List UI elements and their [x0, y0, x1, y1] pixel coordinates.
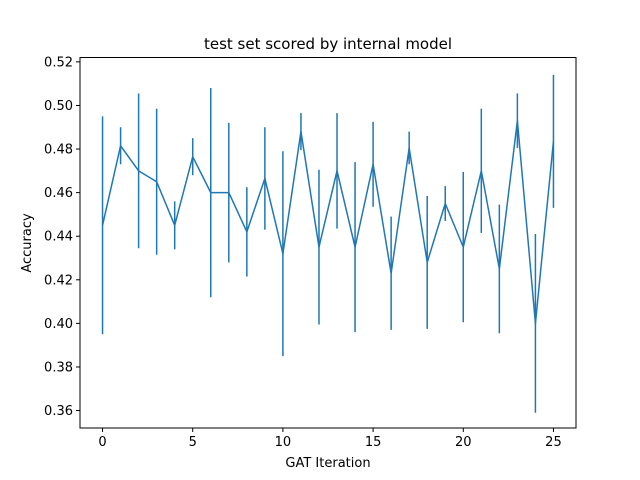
y-tick-label: 0.38	[44, 360, 73, 375]
series-line	[101, 119, 555, 325]
x-tick-label: 25	[545, 435, 562, 450]
plot-frame	[79, 57, 577, 429]
x-tick-label: 20	[455, 435, 472, 450]
x-tick-label: 0	[98, 435, 106, 450]
y-tick-label: 0.46	[44, 186, 73, 201]
y-tick-label: 0.50	[44, 99, 73, 114]
x-tick-label: 5	[189, 435, 197, 450]
y-axis-label: Accuracy	[20, 213, 35, 273]
x-tick-label: 10	[275, 435, 292, 450]
y-tick-label: 0.40	[44, 317, 73, 332]
y-axis-ticks: 0.36 0.38 0.40 0.42 0.44 0.46 0.48 0.50 0.52	[44, 55, 80, 419]
y-tick-label: 0.52	[44, 55, 73, 70]
x-axis-label: GAT Iteration	[285, 456, 370, 471]
y-tick-label: 0.36	[44, 404, 73, 419]
plot-marks	[101, 74, 555, 413]
y-tick-label: 0.42	[44, 273, 73, 288]
x-tick-label: 15	[365, 435, 382, 450]
chart-title: test set scored by internal model	[204, 35, 452, 53]
y-tick-label: 0.44	[44, 230, 73, 245]
y-tick-label: 0.48	[44, 143, 73, 158]
x-axis-ticks: 0 5 10 15 20 25	[98, 428, 562, 450]
